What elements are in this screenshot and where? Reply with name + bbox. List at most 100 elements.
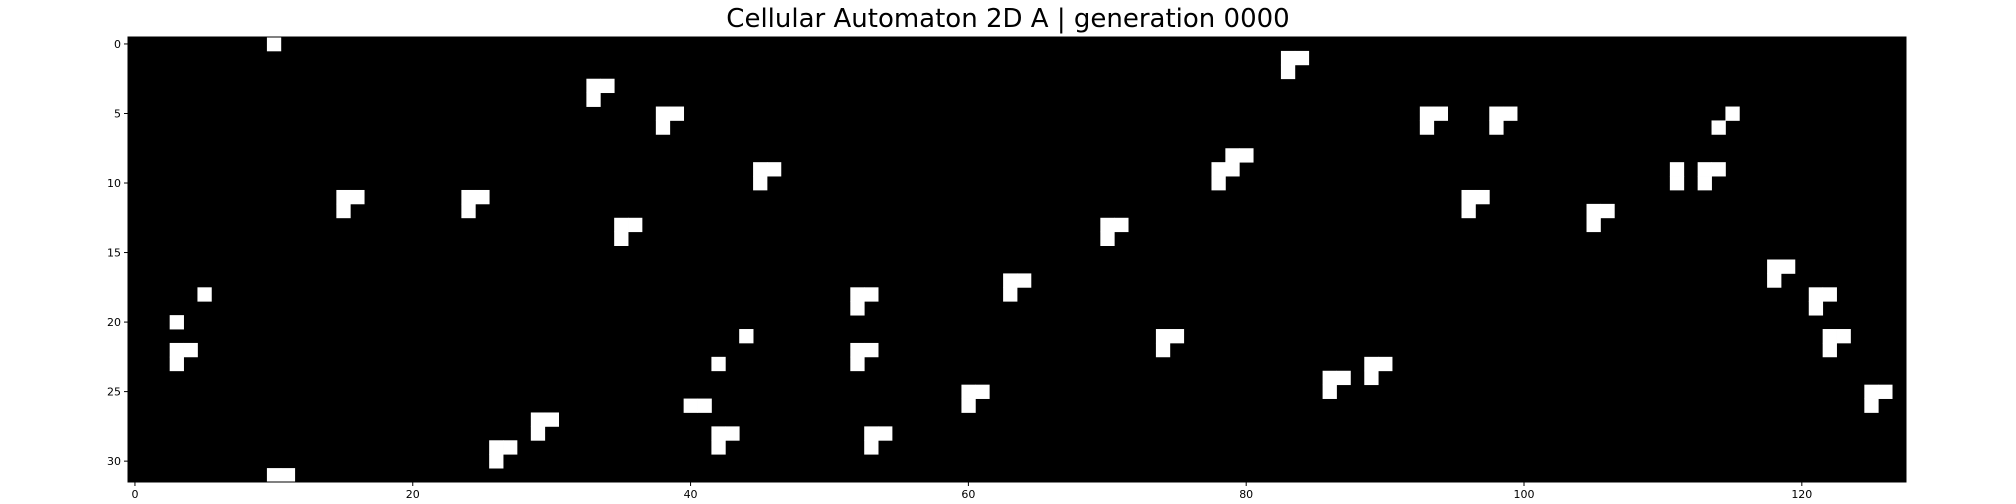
- alive-cell: [1600, 203, 1615, 219]
- alive-cell: [1155, 342, 1171, 358]
- alive-cell: [1003, 273, 1018, 288]
- alive-cell: [1822, 329, 1837, 344]
- y-tick-label: 25: [107, 386, 121, 399]
- alive-cell: [489, 454, 504, 469]
- alive-cell: [1475, 189, 1490, 205]
- alive-cell: [1364, 370, 1379, 386]
- alive-cell: [1433, 106, 1449, 121]
- alive-cell: [850, 356, 865, 372]
- x-tick-label: 0: [131, 488, 138, 501]
- alive-cell: [1280, 64, 1296, 80]
- alive-cell: [1322, 384, 1337, 399]
- alive-cell: [961, 384, 976, 399]
- alive-cell: [1489, 106, 1504, 121]
- x-tick-label: 80: [1239, 488, 1253, 501]
- alive-cell: [350, 189, 365, 205]
- alive-cell: [544, 412, 560, 427]
- alive-cell: [766, 162, 782, 177]
- alive-cell: [183, 342, 198, 358]
- alive-cell: [850, 287, 865, 302]
- alive-cell: [1878, 384, 1893, 399]
- alive-cell: [1822, 342, 1837, 358]
- y-tick-label: 10: [107, 177, 121, 190]
- alive-cell: [461, 203, 476, 219]
- alive-cell: [266, 37, 282, 52]
- alive-cell: [197, 287, 212, 302]
- alive-cell: [1419, 120, 1435, 135]
- alive-cell: [1711, 120, 1726, 135]
- alive-cell: [669, 106, 685, 121]
- alive-cell: [753, 162, 768, 177]
- alive-cell: [586, 78, 601, 94]
- alive-cell: [864, 287, 879, 302]
- plot-frame: [127, 36, 1907, 483]
- alive-cell: [489, 440, 504, 455]
- alive-cell: [1294, 50, 1310, 66]
- x-tick-label: 40: [684, 488, 698, 501]
- x-tick-label: 60: [961, 488, 975, 501]
- alive-cell: [1100, 217, 1115, 233]
- y-tick-label: 20: [107, 316, 121, 329]
- plot-background: [128, 37, 1906, 482]
- alive-cell: [1836, 329, 1851, 344]
- alive-cell: [1211, 162, 1226, 177]
- alive-cell: [1336, 370, 1351, 386]
- alive-cell: [1864, 384, 1879, 399]
- alive-cell: [1808, 301, 1824, 316]
- alive-cell: [169, 342, 184, 358]
- alive-cell: [864, 426, 879, 441]
- alive-cell: [600, 78, 615, 94]
- alive-cell: [336, 203, 351, 219]
- alive-cell: [1503, 106, 1518, 121]
- alive-cell: [1225, 148, 1240, 163]
- alive-cell: [1461, 189, 1476, 205]
- alive-cell: [1780, 259, 1796, 274]
- alive-cell: [1864, 398, 1879, 413]
- alive-cell: [1669, 176, 1685, 191]
- alive-cell: [1697, 162, 1712, 177]
- alive-cell: [614, 231, 629, 246]
- alive-cell: [655, 120, 671, 135]
- alive-cell: [1822, 287, 1837, 302]
- alive-cell: [850, 301, 865, 316]
- alive-cell: [864, 342, 879, 358]
- alive-cell: [697, 398, 712, 413]
- alive-cell: [1419, 106, 1435, 121]
- alive-cell: [1003, 287, 1018, 302]
- alive-cell: [683, 398, 698, 413]
- alive-cell: [725, 426, 740, 441]
- alive-cell: [655, 106, 671, 121]
- alive-cell: [266, 468, 282, 483]
- alive-cell: [1322, 370, 1337, 386]
- alive-cell: [711, 426, 726, 441]
- alive-cell: [461, 189, 476, 205]
- alive-cell: [1100, 231, 1115, 246]
- alive-cell: [711, 356, 726, 372]
- x-tick-label: 20: [406, 488, 420, 501]
- y-tick-label: 30: [107, 455, 121, 468]
- alive-cell: [169, 315, 184, 330]
- alive-cell: [975, 384, 990, 399]
- alive-cell: [1239, 148, 1254, 163]
- alive-cell: [1169, 329, 1185, 344]
- chart-title: Cellular Automaton 2D A | generation 000…: [726, 4, 1290, 34]
- alive-cell: [614, 217, 629, 233]
- alive-cell: [1586, 203, 1601, 219]
- alive-cell: [1364, 356, 1379, 372]
- alive-cell: [1461, 203, 1476, 219]
- alive-cell: [1378, 356, 1393, 372]
- alive-cell: [1697, 176, 1712, 191]
- alive-cell: [1225, 162, 1240, 177]
- x-tick-label: 100: [1514, 488, 1535, 501]
- alive-cell: [586, 92, 601, 107]
- alive-cell: [1280, 50, 1296, 66]
- alive-cell: [503, 440, 518, 455]
- y-tick-label: 5: [114, 107, 121, 120]
- alive-cell: [850, 342, 865, 358]
- y-tick-label: 15: [107, 247, 121, 260]
- alive-cell: [1725, 106, 1740, 121]
- alive-cell: [169, 356, 184, 372]
- alive-cell: [961, 398, 976, 413]
- alive-cell: [739, 329, 754, 344]
- alive-cell: [1767, 259, 1782, 274]
